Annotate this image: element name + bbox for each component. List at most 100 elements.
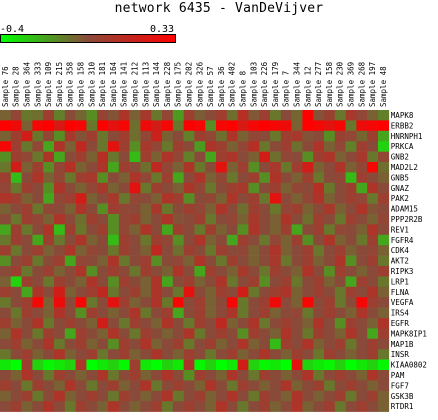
heatmap-cell	[226, 214, 238, 225]
heatmap-cell	[129, 130, 141, 142]
heatmap-cell	[205, 255, 217, 267]
heatmap-cell	[75, 193, 87, 204]
heatmap-cell	[345, 224, 357, 236]
heatmap-cell	[140, 390, 152, 402]
heatmap-cell	[162, 162, 174, 173]
heatmap-cell	[21, 318, 33, 329]
heatmap-cell	[205, 172, 217, 184]
heatmap-cell	[378, 276, 390, 288]
heatmap-cell	[172, 370, 184, 381]
heatmap-cell	[367, 193, 379, 204]
heatmap-cell	[356, 141, 368, 152]
row-label: LRP1	[391, 277, 409, 286]
row-label: AKT2	[391, 257, 409, 266]
heatmap-cell	[313, 370, 325, 381]
heatmap-cell	[54, 328, 66, 340]
heatmap-cell	[280, 162, 292, 173]
heatmap-cell	[367, 297, 379, 308]
heatmap-cell	[32, 141, 44, 152]
heatmap-cell	[334, 214, 346, 225]
heatmap-cell	[0, 110, 12, 121]
heatmap-cell	[172, 245, 184, 256]
heatmap-cell	[140, 380, 152, 392]
heatmap-cell	[97, 203, 109, 215]
heatmap-cell	[356, 359, 368, 371]
heatmap-cell	[0, 266, 12, 277]
heatmap-cell	[216, 182, 228, 194]
heatmap-cell	[64, 266, 76, 277]
heatmap-cell	[21, 359, 33, 371]
heatmap-cell	[313, 349, 325, 360]
heatmap-cell	[280, 141, 292, 152]
heatmap-cell	[194, 245, 206, 256]
heatmap-cell	[162, 141, 174, 152]
heatmap-cell	[140, 245, 152, 256]
heatmap-cell	[172, 318, 184, 329]
heatmap-cell	[302, 401, 314, 412]
heatmap-cell	[162, 390, 174, 402]
heatmap-cell	[313, 255, 325, 267]
heatmap-cell	[334, 255, 346, 267]
heatmap-cell	[0, 349, 12, 360]
heatmap-cell	[0, 338, 12, 350]
heatmap-cell	[237, 401, 249, 412]
heatmap-cell	[32, 401, 44, 412]
heatmap-cell	[302, 255, 314, 267]
heatmap-cell	[205, 266, 217, 277]
column-label: Sample 358	[66, 61, 75, 107]
heatmap-cell	[10, 193, 22, 204]
heatmap-cell	[10, 120, 22, 132]
heatmap-cell	[313, 130, 325, 142]
heatmap-cell	[108, 203, 120, 215]
heatmap-cell	[291, 276, 303, 288]
heatmap-cell	[97, 276, 109, 288]
heatmap-cell	[324, 401, 336, 412]
heatmap-cell	[140, 110, 152, 121]
column-label: Sample 57	[206, 66, 215, 107]
heatmap-cell	[32, 390, 44, 402]
column-label: Sample 175	[174, 62, 183, 107]
heatmap-cell	[129, 370, 141, 381]
heatmap-cell	[21, 151, 33, 163]
heatmap-cell	[0, 370, 12, 381]
heatmap-cell	[270, 182, 282, 194]
heatmap-cell	[86, 245, 98, 256]
heatmap-cell	[129, 162, 141, 173]
heatmap-cell	[151, 380, 163, 392]
heatmap-cell	[108, 182, 120, 194]
heatmap-cell	[291, 318, 303, 329]
heatmap-cell	[313, 359, 325, 371]
heatmap-cell	[270, 151, 282, 163]
heatmap-cell	[151, 286, 163, 298]
heatmap-cell	[64, 130, 76, 142]
column-label: Sample 326	[195, 61, 204, 107]
row-label: KIAA0802	[391, 361, 427, 370]
heatmap-cell	[97, 214, 109, 225]
heatmap-cell	[356, 390, 368, 402]
column-label: Sample 197	[368, 62, 377, 107]
heatmap-cell	[75, 110, 87, 121]
heatmap-cell	[367, 401, 379, 412]
heatmap-cell	[291, 182, 303, 194]
heatmap-cell	[334, 234, 346, 246]
heatmap-cell	[280, 276, 292, 288]
heatmap-cell	[172, 214, 184, 225]
heatmap-cell	[237, 151, 249, 163]
heatmap-cell	[216, 255, 228, 267]
heatmap-cell	[356, 266, 368, 277]
heatmap-cell	[378, 224, 390, 236]
heatmap-cell	[64, 193, 76, 204]
heatmap-cell	[151, 338, 163, 350]
heatmap-cell	[345, 286, 357, 298]
heatmap-cell	[118, 266, 130, 277]
heatmap-cell	[237, 245, 249, 256]
heatmap-cell	[226, 338, 238, 350]
heatmap-cell	[54, 390, 66, 402]
heatmap-cell	[108, 380, 120, 392]
heatmap-cell	[302, 307, 314, 319]
heatmap-cell	[280, 318, 292, 329]
heatmap-cell	[151, 255, 163, 267]
heatmap-cell	[172, 151, 184, 163]
heatmap-cell	[248, 245, 260, 256]
